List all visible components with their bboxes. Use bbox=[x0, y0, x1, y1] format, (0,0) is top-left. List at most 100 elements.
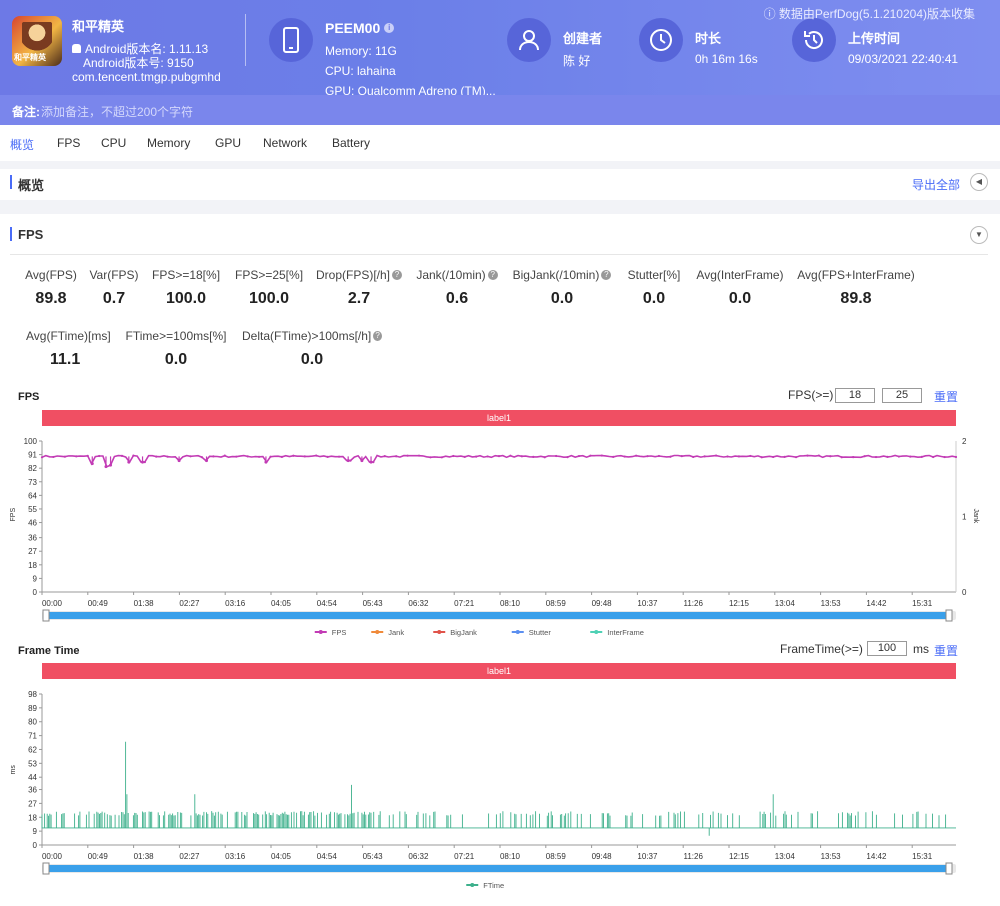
note-input[interactable]: 添加备注，不超过200个字符 bbox=[41, 105, 194, 119]
y-tick-label: 55 bbox=[28, 505, 37, 514]
tab-battery[interactable]: Battery bbox=[332, 136, 371, 150]
fps-threshold-2-input[interactable]: 25 bbox=[882, 388, 922, 403]
x-tick-label: 12:15 bbox=[729, 852, 750, 861]
fps-threshold-1-input[interactable]: 18 bbox=[835, 388, 875, 403]
x-tick-label: 01:38 bbox=[134, 599, 155, 608]
fps-point bbox=[280, 455, 284, 458]
fps-reset-button[interactable]: 重置 bbox=[934, 390, 959, 404]
y-tick-label: 82 bbox=[28, 464, 37, 473]
overview-collapse-icon[interactable]: ◀ bbox=[970, 173, 988, 191]
section-gap bbox=[0, 161, 1000, 169]
stat-label: Avg(FPS+InterFrame) bbox=[797, 268, 915, 282]
x-tick-label: 13:04 bbox=[775, 599, 796, 608]
header-divider bbox=[245, 14, 246, 66]
x-tick-label: 00:49 bbox=[88, 852, 109, 861]
ftime-chart[interactable]: 0 9 18 27 36 44 53 62 71 80 89 98 00:00 00:49 01:38 02:… bbox=[0, 683, 1000, 906]
fps-point bbox=[223, 454, 226, 457]
tab-fps[interactable]: FPS bbox=[57, 136, 81, 150]
x-tick-label: 00:00 bbox=[42, 599, 63, 608]
y-tick-label: 27 bbox=[28, 799, 37, 808]
ftime-label-banner[interactable]: label1 bbox=[42, 663, 956, 679]
fps-point bbox=[98, 454, 101, 458]
x-tick-label: 06:32 bbox=[408, 852, 429, 861]
stat-value: 2.7 bbox=[347, 290, 371, 307]
stat-ftime-100: FTime>=100ms[%] 0.0 bbox=[126, 329, 227, 369]
stat-label: Var(FPS) bbox=[89, 268, 139, 282]
tab-cpu[interactable]: CPU bbox=[101, 136, 127, 150]
stat-value: 89.8 bbox=[840, 290, 872, 307]
y-tick-label: 44 bbox=[28, 773, 37, 782]
tab-gpu[interactable]: GPU bbox=[215, 136, 242, 150]
tab-network[interactable]: Network bbox=[263, 136, 308, 150]
fps-label-banner[interactable]: label1 bbox=[42, 410, 956, 426]
help-icon[interactable]: ? bbox=[373, 331, 382, 341]
fps-point bbox=[475, 455, 478, 458]
stat-label-row: Jank(/10min)? bbox=[416, 268, 498, 282]
fps-point bbox=[863, 455, 866, 458]
stat-var-fps: Var(FPS) 0.7 bbox=[89, 268, 139, 308]
x-tick-label: 08:10 bbox=[500, 852, 521, 861]
fps-point bbox=[635, 454, 638, 457]
fps-point bbox=[612, 455, 615, 458]
stat-delta-ftime: Delta(FTime)>100ms[/h]? 0.0 bbox=[242, 329, 382, 369]
y-tick-label: 71 bbox=[28, 732, 37, 741]
fps-point bbox=[555, 454, 558, 458]
stat-fps-18: FPS>=18[%] 100.0 bbox=[152, 268, 220, 308]
fps-point bbox=[235, 455, 238, 458]
y2-tick-label: 2 bbox=[962, 437, 967, 446]
fps-point bbox=[212, 455, 215, 458]
section-gap-2 bbox=[0, 200, 1000, 214]
fps-point bbox=[954, 455, 958, 459]
y2-tick-label: 1 bbox=[962, 513, 967, 522]
y-axis-title: ms bbox=[10, 765, 17, 775]
fps-point bbox=[794, 456, 798, 459]
x-tick-label: 07:21 bbox=[454, 599, 475, 608]
x-tick-label: 10:37 bbox=[637, 599, 658, 608]
fps-collapse-icon[interactable]: ▼ bbox=[970, 226, 988, 244]
fps-point bbox=[63, 455, 66, 458]
stat-avg-ftime: Avg(FTime)[ms] 11.1 bbox=[26, 329, 111, 369]
x-tick-label: 01:38 bbox=[134, 852, 155, 861]
y-tick-label: 9 bbox=[33, 574, 38, 583]
legend-item-jank[interactable]: Jank bbox=[371, 628, 404, 637]
legend-marker bbox=[318, 630, 323, 634]
legend-item-stutter[interactable]: Stutter bbox=[511, 628, 552, 637]
stat-value: 0.0 bbox=[642, 290, 666, 307]
fps-point bbox=[874, 455, 878, 459]
help-icon[interactable]: ? bbox=[487, 270, 498, 280]
fps-point bbox=[292, 454, 295, 457]
tab-memory[interactable]: Memory bbox=[147, 136, 191, 150]
y-tick-label: 36 bbox=[28, 534, 37, 543]
x-tick-label: 04:05 bbox=[271, 599, 292, 608]
x-tick-label: 09:48 bbox=[592, 852, 613, 861]
fps-dip-point bbox=[346, 459, 350, 463]
help-icon[interactable]: ? bbox=[601, 270, 612, 280]
note-bar[interactable]: 备注: 添加备注，不超过200个字符 bbox=[0, 95, 1000, 125]
ftime-threshold-input[interactable]: 100 bbox=[867, 641, 907, 656]
app-name: 和平精英 bbox=[72, 19, 125, 34]
legend-item-bigjank[interactable]: BigJank bbox=[433, 628, 477, 637]
fps-point bbox=[566, 456, 569, 459]
fps-point bbox=[303, 455, 306, 458]
export-all-button[interactable]: 导出全部 bbox=[912, 178, 961, 192]
legend-item-fps[interactable]: FPS bbox=[314, 628, 347, 637]
legend-item-interframe[interactable]: InterFrame bbox=[590, 628, 644, 637]
x-tick-label: 04:05 bbox=[271, 852, 292, 861]
help-icon[interactable]: ? bbox=[392, 270, 402, 280]
package-name: com.tencent.tmgp.pubgmhd bbox=[72, 70, 221, 84]
stat-stutter: Stutter[%] 0.0 bbox=[626, 268, 682, 308]
fps-chart[interactable]: 0 9 18 27 36 46 55 64 73 82 91 100 0 1 2 00:00 00:49 01:3… bbox=[0, 430, 1000, 640]
android-version-code-row: Android版本号: 9150 bbox=[83, 54, 194, 71]
fps-dip-point bbox=[104, 465, 108, 469]
device-info-icon[interactable]: i bbox=[384, 23, 395, 33]
stat-bigjank: BigJank(/10min)? 0.0 bbox=[512, 268, 612, 308]
x-tick-label: 13:53 bbox=[821, 852, 842, 861]
y-tick-label: 73 bbox=[28, 478, 37, 487]
x-tick-label: 00:49 bbox=[88, 599, 109, 608]
ftime-reset-button[interactable]: 重置 bbox=[934, 644, 959, 658]
x-tick-label: 14:42 bbox=[866, 852, 887, 861]
x-tick-label: 08:10 bbox=[500, 599, 521, 608]
tab-overview[interactable]: 概览 bbox=[10, 138, 35, 152]
x-tick-label: 09:48 bbox=[592, 599, 613, 608]
legend-item-ftime[interactable]: FTime bbox=[466, 881, 504, 890]
